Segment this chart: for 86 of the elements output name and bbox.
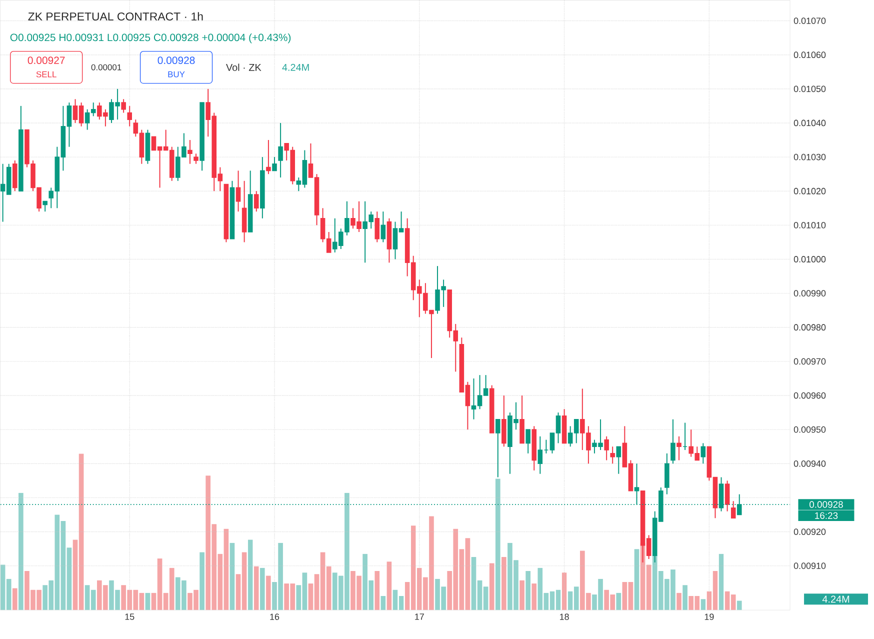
candlestick bbox=[272, 156, 277, 172]
bar bbox=[700, 599, 706, 610]
candlestick bbox=[188, 139, 192, 164]
y-tick-label: 0.00920 bbox=[794, 528, 826, 535]
bar bbox=[736, 600, 742, 610]
y-tick-label: 0.00950 bbox=[794, 426, 826, 433]
bar bbox=[12, 588, 18, 610]
candlestick bbox=[495, 418, 500, 478]
candlestick bbox=[242, 180, 247, 243]
y-tick-label: 0.01010 bbox=[794, 222, 826, 228]
x-tick-label: 16 bbox=[270, 614, 280, 620]
bar bbox=[489, 563, 494, 610]
y-tick-label: 0.00960 bbox=[794, 392, 826, 399]
bar bbox=[562, 572, 567, 610]
bar bbox=[254, 566, 259, 610]
candlestick bbox=[236, 170, 241, 212]
annotation: SELL bbox=[36, 71, 56, 78]
candlestick bbox=[380, 210, 386, 243]
annotation: 0.00928 bbox=[158, 56, 195, 64]
y-tick-label: 0.00980 bbox=[794, 324, 826, 330]
y-tick-label: 0.00990 bbox=[794, 290, 826, 296]
annotation: 4.24M bbox=[282, 64, 309, 71]
candlestick bbox=[676, 436, 682, 461]
candlestick bbox=[724, 480, 730, 512]
candlestick bbox=[604, 436, 609, 461]
x-tick-label: 19 bbox=[704, 614, 714, 620]
y-tick-label: 0.01070 bbox=[794, 18, 826, 24]
candlestick bbox=[520, 394, 524, 444]
text: O0.00925 H0.00931 L0.00925 C0.00928 +0.00004 (+0.43%) bbox=[10, 33, 291, 44]
candlestick bbox=[664, 452, 670, 495]
annotation: BUY bbox=[168, 71, 185, 78]
text: 4.24M bbox=[822, 596, 850, 603]
candlestick bbox=[526, 429, 530, 454]
y-tick-label: 0.00910 bbox=[794, 562, 826, 569]
bar bbox=[18, 492, 24, 610]
annotation: Vol · ZK bbox=[226, 64, 262, 71]
candlestick bbox=[670, 418, 676, 464]
candlestick bbox=[121, 98, 126, 114]
y-tick-label: 0.00970 bbox=[794, 358, 826, 365]
bar bbox=[718, 554, 724, 610]
bar bbox=[682, 585, 688, 610]
bar bbox=[266, 576, 271, 610]
candlestick bbox=[730, 500, 736, 519]
x-tick-label: 15 bbox=[125, 614, 134, 620]
candlestick bbox=[42, 200, 48, 212]
y-tick-label: 0.00940 bbox=[794, 460, 826, 467]
bar bbox=[200, 552, 204, 610]
bar bbox=[380, 596, 386, 610]
bar bbox=[520, 580, 524, 610]
candlestick bbox=[502, 394, 506, 448]
bar bbox=[248, 540, 253, 610]
bar bbox=[532, 583, 537, 610]
x-tick-label: 18 bbox=[560, 614, 569, 620]
candlestick bbox=[610, 446, 615, 464]
candlestick bbox=[194, 153, 198, 164]
candlestick bbox=[700, 442, 706, 464]
y-tick-label: 0.01020 bbox=[794, 188, 826, 194]
bar bbox=[374, 570, 380, 610]
text: ZK PERPETUAL CONTRACT · 1h bbox=[28, 12, 203, 20]
candlestick bbox=[374, 210, 380, 243]
bar bbox=[616, 592, 622, 610]
bar bbox=[260, 568, 265, 610]
bar bbox=[145, 592, 150, 610]
y-tick-label: 0.01040 bbox=[794, 120, 826, 126]
y-tick-label: 0.01050 bbox=[794, 86, 826, 92]
candlestick bbox=[266, 139, 271, 175]
x-tick-label: 17 bbox=[415, 614, 424, 620]
candlestick bbox=[616, 446, 622, 474]
ref-line-label: 0.00928 bbox=[810, 501, 843, 508]
bar bbox=[386, 562, 392, 610]
candlestick bbox=[254, 190, 259, 212]
y-tick-label: 0.01030 bbox=[794, 154, 826, 160]
bar bbox=[634, 549, 640, 610]
bar bbox=[502, 556, 506, 610]
bar bbox=[676, 592, 682, 610]
candlestick bbox=[12, 160, 18, 192]
annotation: 0.00001 bbox=[91, 64, 122, 70]
candlestick bbox=[278, 122, 283, 178]
y-tick-label: 0.01000 bbox=[794, 256, 826, 262]
annotation: 0.00927 bbox=[28, 56, 65, 64]
text: 16:23 bbox=[815, 512, 838, 519]
bar bbox=[495, 478, 500, 610]
bar bbox=[230, 542, 235, 610]
candlestick bbox=[127, 105, 132, 127]
bar bbox=[526, 570, 530, 610]
y-tick-label: 0.01060 bbox=[794, 52, 826, 58]
